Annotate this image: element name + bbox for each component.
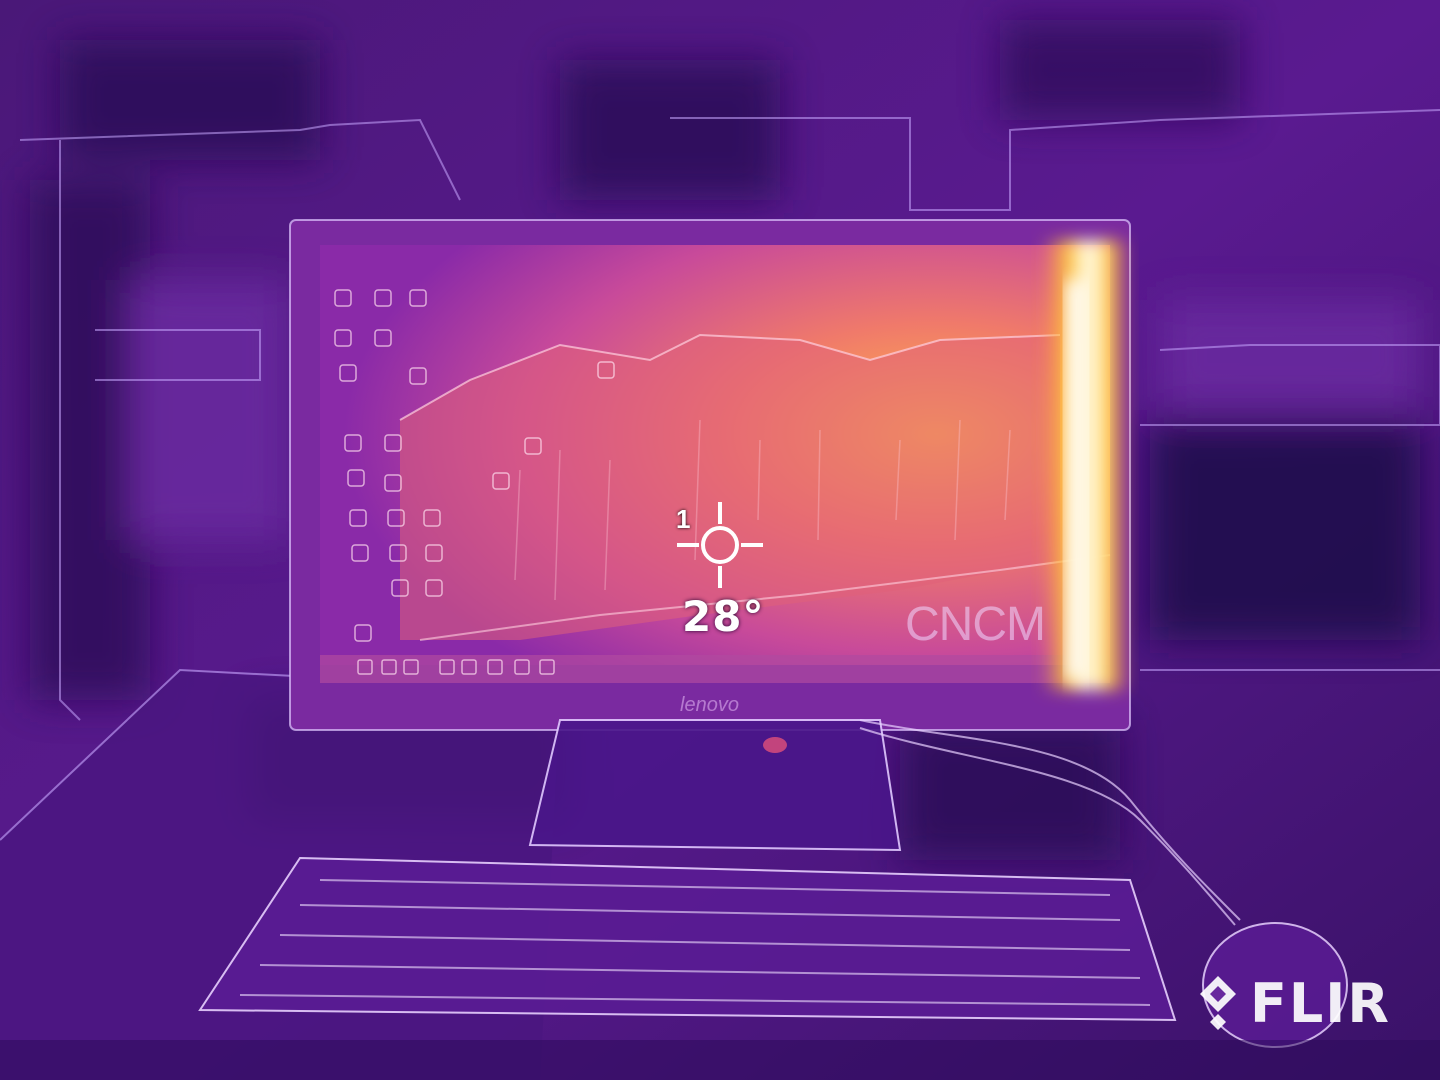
spot-index-label: 1	[676, 504, 691, 534]
flir-watermark: FLIR	[1250, 972, 1391, 1035]
cables	[859, 719, 1241, 926]
background-outline-lines	[19, 109, 1440, 721]
crosshair-icon	[677, 502, 763, 588]
temperature-readout: 28°	[682, 592, 765, 641]
monitor-stand	[528, 719, 902, 852]
keyboard	[198, 856, 1177, 1022]
wallpaper-mountain	[400, 335, 1060, 640]
monitor-brand-label: lenovo	[680, 694, 739, 716]
flir-logo-icon	[1200, 976, 1236, 1030]
desktop-icons	[334, 289, 615, 642]
taskbar	[320, 655, 1110, 683]
wallpaper-text: CNCM	[905, 598, 1046, 651]
